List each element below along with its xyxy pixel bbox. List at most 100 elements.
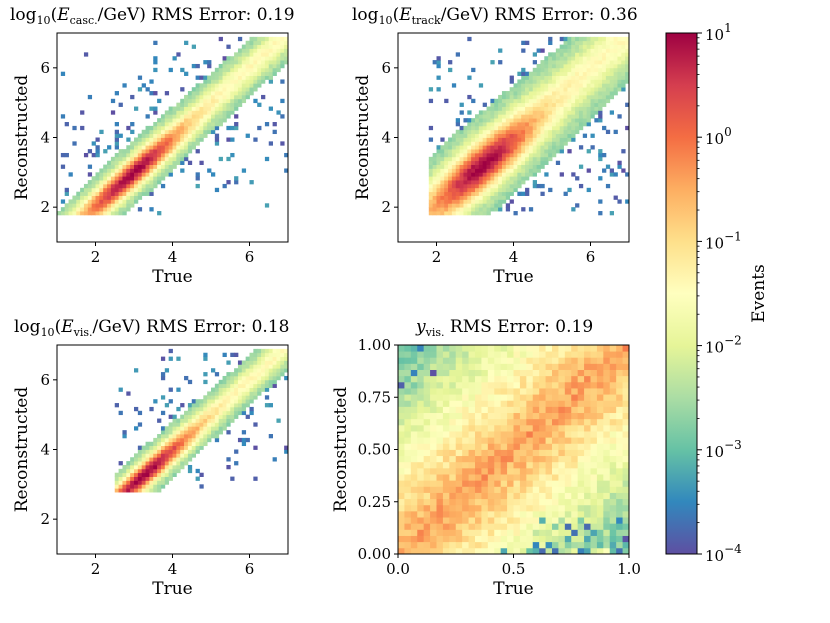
heatmap-cell <box>160 149 166 154</box>
heatmap-cell <box>141 457 146 462</box>
heatmap-cell <box>449 443 457 450</box>
heatmap-cell <box>481 492 489 500</box>
heatmap-cell <box>578 67 584 73</box>
heatmap-cell <box>430 443 437 450</box>
heatmap-cell <box>548 83 553 88</box>
heatmap-cell <box>555 114 561 119</box>
heatmap-cell <box>578 145 584 150</box>
heatmap-cell <box>490 164 495 169</box>
heatmap-cell <box>180 445 185 450</box>
heatmap-cell <box>540 122 545 127</box>
heatmap-cell <box>528 102 534 107</box>
heatmap-cell <box>616 467 623 475</box>
heatmap-cell <box>184 453 189 458</box>
heatmap-cell <box>481 394 489 401</box>
heatmap-cell <box>548 67 553 73</box>
heatmap-cell <box>468 406 476 414</box>
heatmap-cell <box>558 412 566 420</box>
heatmap-cell <box>487 406 495 414</box>
heatmap-cell <box>164 152 170 158</box>
heatmap-cell <box>187 118 193 123</box>
heatmap-cell <box>564 381 572 389</box>
heatmap-cell <box>517 149 522 154</box>
heatmap-cell <box>594 98 599 104</box>
heatmap-cell <box>261 379 266 385</box>
heatmap-cell <box>237 360 243 365</box>
heatmap-cell <box>486 156 491 162</box>
heatmap-cell <box>500 480 508 487</box>
heatmap-cell <box>584 492 591 500</box>
heatmap-cell <box>184 94 189 100</box>
heatmap-cell <box>428 191 434 196</box>
heatmap-cell <box>122 472 127 477</box>
heatmap-cell <box>540 48 545 53</box>
heatmap-cell <box>253 348 258 354</box>
heatmap-cell <box>526 375 534 383</box>
heatmap-cell <box>241 44 247 49</box>
heatmap-cell <box>172 149 177 154</box>
heatmap-cell <box>157 122 162 127</box>
heatmap-cell <box>559 118 564 123</box>
heatmap-cell <box>509 114 514 119</box>
heatmap-cell <box>571 129 576 135</box>
heatmap-cell <box>487 480 495 487</box>
heatmap-cell <box>199 129 204 135</box>
heatmap-cell <box>578 98 584 104</box>
heatmap-cell <box>87 164 93 169</box>
heatmap-cell <box>436 431 444 438</box>
heatmap-cell <box>501 114 507 119</box>
heatmap-cell <box>494 449 502 457</box>
heatmap-cell <box>558 461 566 469</box>
heatmap-cell <box>586 63 591 69</box>
heatmap-cell <box>544 156 549 162</box>
heatmap-cell <box>264 156 270 162</box>
heatmap-cell <box>176 449 181 454</box>
heatmap-cell <box>428 187 434 193</box>
heatmap-cell <box>253 98 258 104</box>
heatmap-cell <box>410 418 418 426</box>
heatmap-cell <box>501 129 507 135</box>
heatmap-cell <box>571 406 579 414</box>
heatmap-cell <box>513 106 518 111</box>
heatmap-cell <box>137 464 143 470</box>
heatmap-cell <box>575 98 580 104</box>
heatmap-cell <box>172 118 177 123</box>
heatmap-cell <box>107 145 112 150</box>
heatmap-cell <box>234 83 239 88</box>
heatmap-cell <box>168 164 173 169</box>
heatmap-cell <box>463 156 468 162</box>
heatmap-cell <box>168 426 173 431</box>
heatmap-cell <box>153 40 158 46</box>
heatmap-cell <box>498 164 503 169</box>
heatmap-cell <box>455 211 460 216</box>
heatmap-cell <box>596 431 604 438</box>
heatmap-cell <box>487 443 495 450</box>
heatmap-cell <box>482 180 487 185</box>
heatmap-cell <box>455 118 460 123</box>
heatmap-cell <box>430 369 437 377</box>
heatmap-cell <box>455 381 463 389</box>
heatmap-cell <box>621 63 626 69</box>
heatmap-cell <box>602 79 607 84</box>
heatmap-cell <box>176 125 181 131</box>
heatmap-cell <box>590 474 598 481</box>
heatmap-cell <box>410 535 418 543</box>
heatmap-cell <box>245 356 250 361</box>
heatmap-cell <box>482 164 487 169</box>
heatmap-cell <box>218 430 223 435</box>
heatmap-cell <box>501 133 507 138</box>
heatmap-cell <box>226 67 231 73</box>
heatmap-cell <box>137 156 143 162</box>
heatmap-cell <box>137 422 143 427</box>
heatmap-cell <box>602 98 607 104</box>
heatmap-cell <box>582 71 588 76</box>
heatmap-cell <box>230 79 235 84</box>
heatmap-cell <box>490 207 495 212</box>
heatmap-cell <box>234 410 239 416</box>
heatmap-cell <box>582 67 588 73</box>
heatmap-cell <box>430 504 437 512</box>
heatmap-cell <box>602 168 607 173</box>
heatmap-cell <box>114 129 119 135</box>
heatmap-cell <box>494 145 499 150</box>
heatmap-cell <box>398 541 405 549</box>
